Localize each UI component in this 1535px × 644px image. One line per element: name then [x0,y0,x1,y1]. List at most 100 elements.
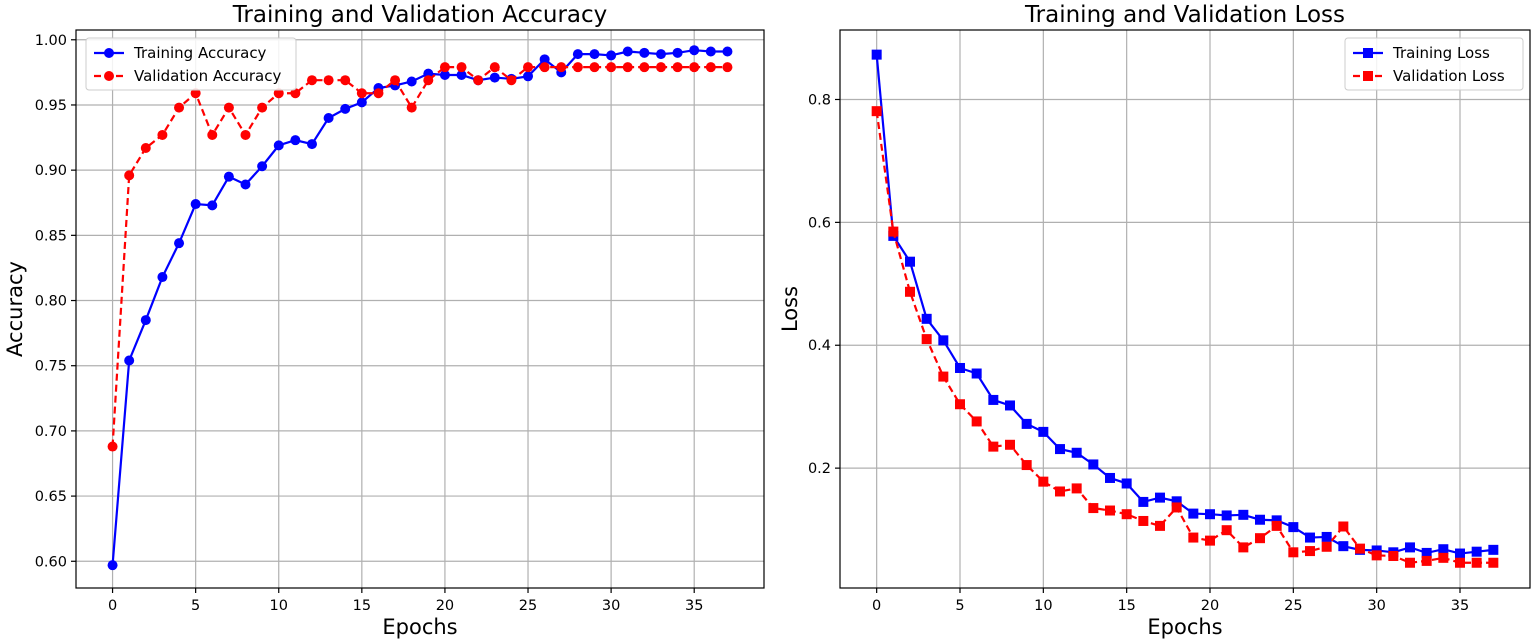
series-line [875,54,1494,555]
data-point [323,113,334,124]
y-tick-label: 0.6 [808,215,831,231]
data-point [1071,483,1082,494]
y-tick-label: 0.8 [808,92,831,108]
series-training-accuracy [107,45,733,571]
chart-title: Training and Validation Accuracy [232,2,608,28]
legend-label: Training Accuracy [133,44,267,62]
data-point [223,102,234,113]
axes-frame [839,29,1531,589]
data-point [356,97,367,108]
data-point [655,62,666,73]
y-tick-label: 0.65 [35,489,67,505]
data-point [722,62,733,73]
data-point [273,88,284,99]
data-point [456,69,467,80]
data-point [240,129,251,140]
data-point [1155,520,1165,531]
series-line [111,65,728,447]
data-point [955,399,965,410]
data-point [572,62,583,73]
x-tick-label: 10 [270,598,288,614]
x-tick-label: 5 [191,598,200,614]
x-tick-label: 10 [1034,598,1052,614]
data-point [1221,525,1232,536]
data-point [1471,557,1482,568]
data-point [938,335,949,346]
data-point [905,286,915,297]
data-point [174,238,185,249]
data-point [1321,531,1332,542]
chart-title: Training and Validation Loss [1024,2,1345,28]
data-point [124,355,135,366]
data-point [672,62,683,73]
data-point [1171,502,1182,513]
data-point [157,272,168,283]
y-tick-label: 0.95 [35,98,67,114]
legend-box [85,37,297,91]
data-point [1205,535,1215,546]
y-tick-label: 0.75 [35,359,67,375]
data-point [1255,533,1265,544]
accuracy-chart: 0 5 10 15 20 25 30 35 0.60 0.65 0.70 0.75 0.80 0.85 0.… [3,2,765,639]
data-point [705,46,716,57]
data-point [1221,510,1232,521]
data-point [1305,532,1315,543]
data-point [190,88,201,99]
data-point [539,54,550,65]
x-axis-label: Epochs [1147,615,1222,639]
data-point [456,62,467,73]
data-point [871,106,882,117]
series-line [875,111,1494,564]
grid [840,30,1530,588]
data-point [174,102,185,113]
y-tick-label: 0.85 [35,228,67,244]
data-point [1471,546,1482,557]
data-point [306,139,317,150]
x-tick-label: 25 [1284,598,1302,614]
legend-marker [104,71,114,81]
y-axis-label: Accuracy [3,261,27,357]
data-point [1338,541,1349,552]
data-point [689,62,700,73]
data-point [523,71,534,82]
data-point [306,75,317,86]
data-point [655,49,666,60]
loss-chart: 0 5 10 15 20 25 30 35 0.2 0.4 0.6 0.8 Training and V… [778,2,1531,639]
data-point [1105,505,1115,516]
data-point [1271,520,1282,531]
data-point [871,49,882,60]
data-point [1005,400,1015,411]
data-point [938,371,949,382]
data-point [539,62,550,73]
data-point [506,75,517,86]
series-line [111,49,728,566]
data-point [323,75,334,86]
data-point [1455,548,1465,559]
data-point [988,394,999,405]
data-point [290,88,301,99]
data-point [1455,557,1465,568]
data-point [1405,557,1415,568]
series-validation-accuracy [107,62,733,452]
data-point [240,179,251,190]
x-axis-label: Epochs [382,615,457,639]
data-point [1355,543,1365,554]
legend-marker [1363,71,1373,81]
legend-marker [1363,48,1373,58]
data-point [1088,503,1099,514]
data-point [390,75,401,86]
x-tick-label: 35 [685,598,703,614]
data-point [1288,522,1299,533]
data-point [257,102,268,113]
data-point [1371,550,1382,561]
data-point [439,62,450,73]
data-point [905,256,915,267]
legend-marker [104,48,114,58]
data-point [921,313,932,324]
data-point [1121,509,1132,520]
data-point [1055,486,1065,497]
legend-label: Validation Accuracy [134,67,281,85]
data-point [1438,552,1449,563]
x-tick-label: 5 [955,598,964,614]
data-point [406,76,417,87]
